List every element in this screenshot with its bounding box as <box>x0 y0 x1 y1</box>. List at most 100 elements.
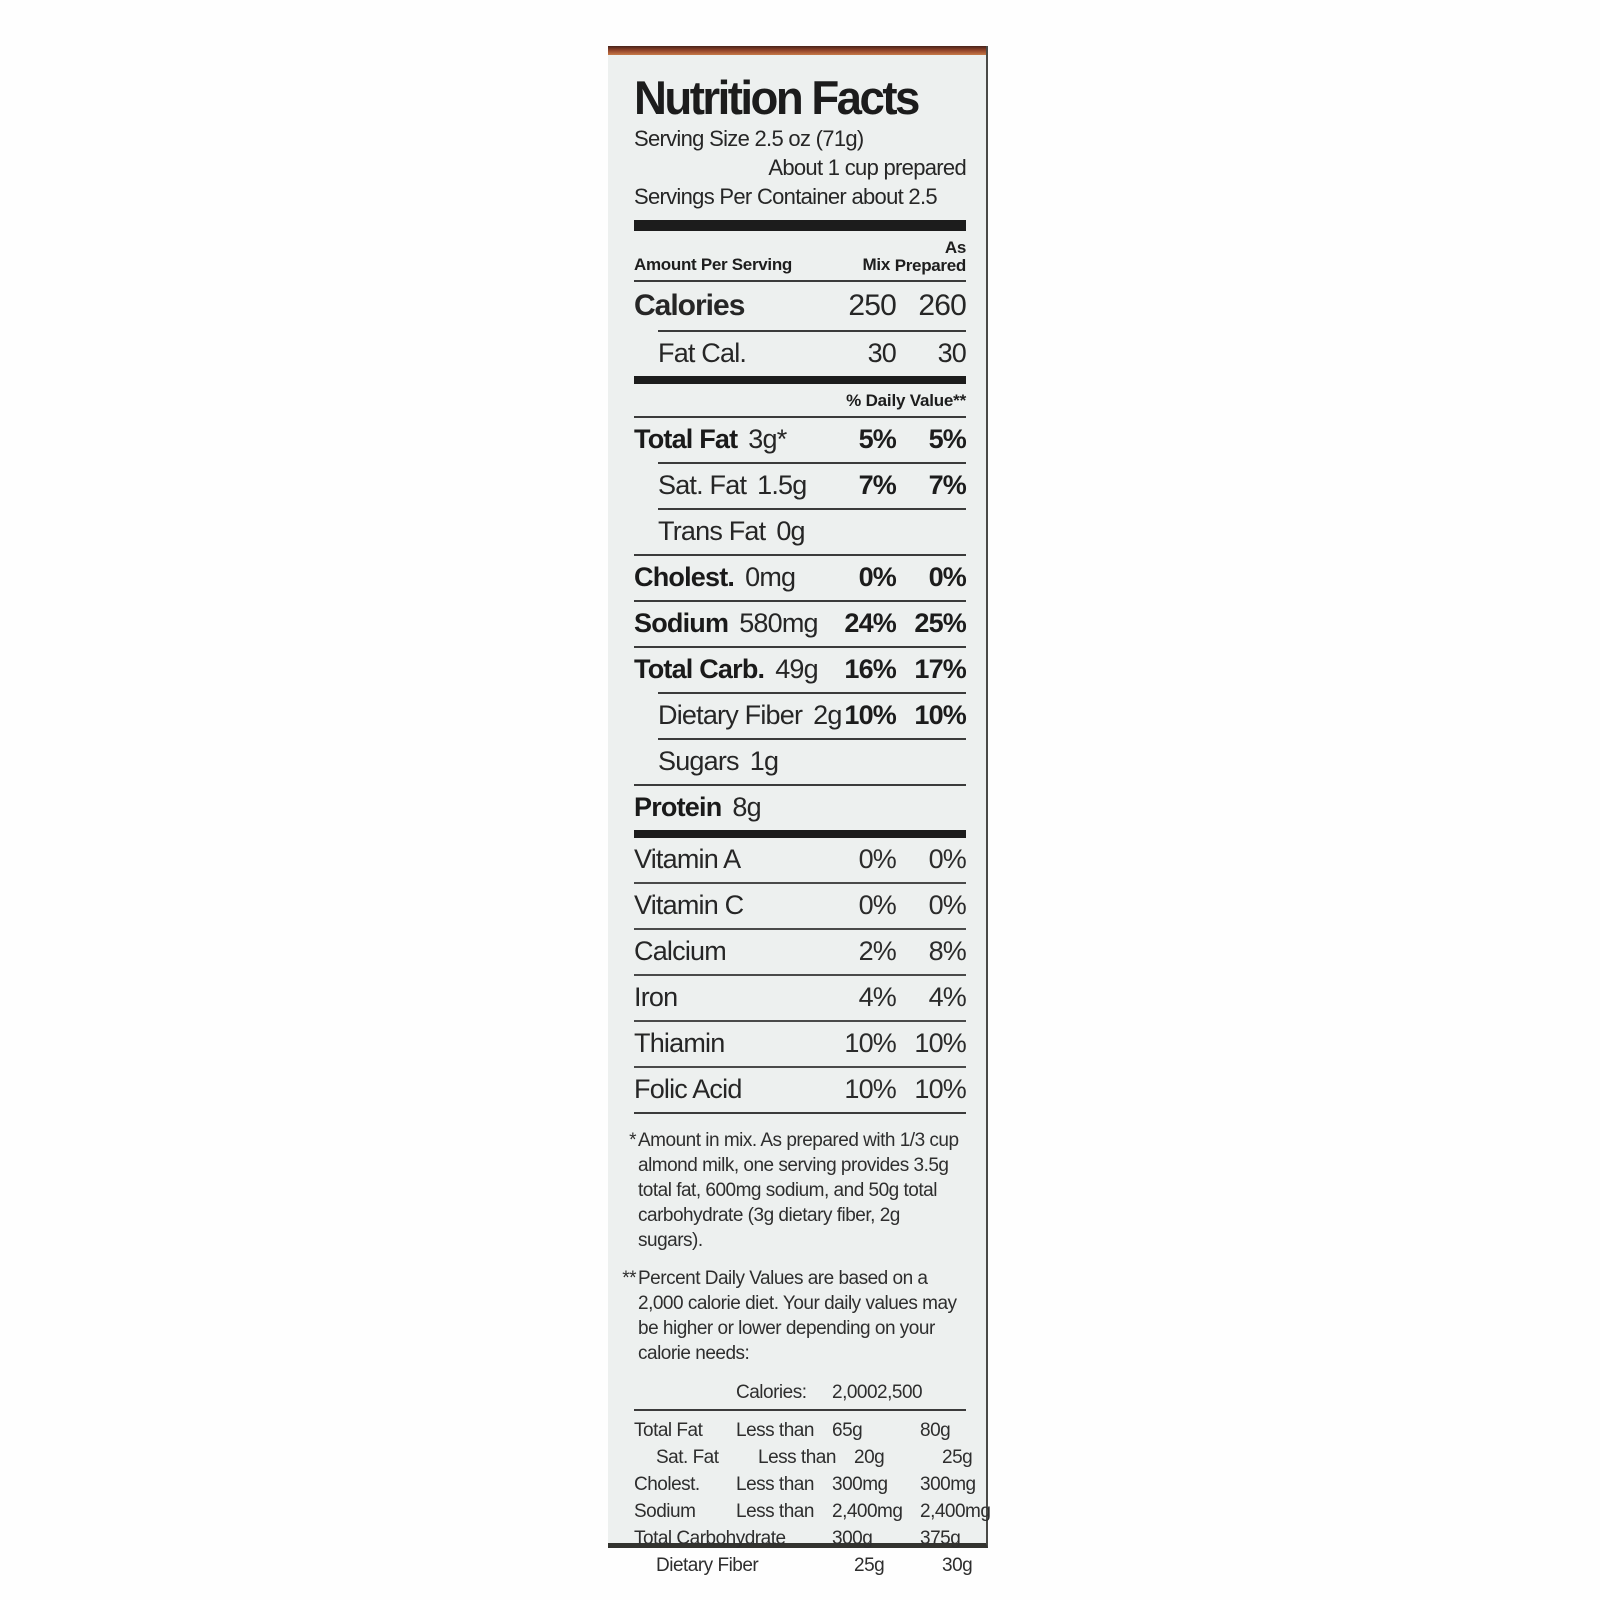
rule <box>658 329 966 332</box>
dv-2000-value: 25g <box>854 1554 885 1576</box>
dv-2000-value: 2,400mg <box>832 1500 903 1522</box>
rule <box>634 415 966 418</box>
nutrient-prepared-pct: 17% <box>914 653 966 684</box>
vitamin-label: Iron <box>634 981 678 1012</box>
dv-row-dietary-fiber: Dietary Fiber 25g 30g <box>634 1552 973 1579</box>
nutrient-label: Sat. Fat 1.5g <box>634 470 838 501</box>
dv-2500-value: 375g <box>920 1527 961 1549</box>
col-as-prepared: As Prepared <box>894 237 967 275</box>
separator-bar <box>634 375 966 384</box>
nutrient-amount: 3g* <box>748 423 787 454</box>
nutrition-facts-panel: Nutrition Facts Serving Size 2.5 oz (71g… <box>608 46 991 1576</box>
nutrient-name: Total Fat <box>634 423 738 454</box>
nutrient-amount: 49g <box>775 653 818 684</box>
rule <box>634 1065 966 1068</box>
dv-qualifier: Less than <box>736 1419 814 1441</box>
vitamin-row-calcium: Calcium 2% 8% <box>634 930 967 974</box>
asterisk-marker: * <box>629 1129 636 1151</box>
dv-row-sodium: Sodium Less than 2,400mg 2,400mg <box>634 1498 991 1525</box>
dv-qualifier: Less than <box>758 1446 836 1468</box>
vitamin-mix-pct: 2% <box>858 935 897 966</box>
vitamin-mix-pct: 10% <box>844 1073 896 1104</box>
nutrient-name: Total Carb. <box>634 653 765 684</box>
nutrient-row-sodium: Sodium 580mg 24% 25% <box>634 602 967 646</box>
servings-per-container: Servings Per Container about 2.5 <box>634 183 938 209</box>
daily-value-header: % Daily Value** <box>846 390 966 410</box>
dv-label: Total Carbohydrate <box>634 1527 786 1549</box>
package-edge-stripe <box>608 46 986 55</box>
dv-qualifier <box>736 1525 832 1552</box>
calories-row: Calories 250 260 <box>634 282 967 330</box>
rule <box>634 973 966 976</box>
nutrient-amount: 580mg <box>739 607 818 638</box>
serving-prepared: About 1 cup prepared <box>768 154 966 180</box>
rule <box>634 553 966 556</box>
rule <box>634 645 966 648</box>
footnote-text: Amount in mix. As prepared with 1/3 cup … <box>638 1129 959 1251</box>
dv-qualifier <box>758 1552 854 1579</box>
rule <box>634 927 966 930</box>
nutrient-mix-pct: 16% <box>844 653 896 684</box>
nutrient-label: Total Carb. 49g <box>634 654 838 685</box>
rule <box>634 1408 966 1411</box>
nutrient-name: Sugars <box>658 745 740 776</box>
nutrient-row-sugars: Sugars 1g <box>634 740 966 784</box>
nutrient-row-total-carb: Total Carb. 49g 16% 17% <box>634 648 967 692</box>
dv-calories-label: Calories: <box>736 1381 807 1403</box>
dv-2000-value: 65g <box>832 1419 863 1441</box>
vitamin-label: Vitamin A <box>634 843 741 874</box>
nutrient-prepared-pct: 10% <box>914 699 966 730</box>
vitamin-prepared-pct: 8% <box>928 935 967 966</box>
rule <box>658 691 966 694</box>
nutrient-row-dietary-fiber: Dietary Fiber 2g 10% 10% <box>634 694 967 738</box>
nutrient-prepared-pct: 0% <box>928 561 967 592</box>
rule <box>634 279 966 282</box>
daily-values-table: Calories: 2,000 2,500 Total Fat Less tha… <box>634 1379 991 1579</box>
vitamin-prepared-pct: 10% <box>914 1073 966 1104</box>
dv-2500-header: 2,500 <box>877 1381 923 1403</box>
dv-2000-value: 300g <box>832 1527 873 1549</box>
nutrient-mix-pct: 0% <box>858 561 897 592</box>
vitamin-label: Thiamin <box>634 1027 725 1058</box>
vitamin-row-iron: Iron 4% 4% <box>634 976 967 1020</box>
vitamin-mix-pct: 4% <box>858 981 897 1012</box>
nutrient-mix-pct: 10% <box>844 699 896 730</box>
nutrient-amount: 0mg <box>745 561 796 592</box>
dv-qualifier: Less than <box>736 1473 814 1495</box>
dv-label: Dietary Fiber <box>656 1554 759 1576</box>
serving-size: Serving Size 2.5 oz (71g) <box>634 125 864 151</box>
column-header-row: Amount Per Serving Mix As Prepared <box>634 231 966 280</box>
rule <box>634 599 966 602</box>
dv-2000-header: 2,000 <box>832 1381 878 1403</box>
dv-label: Sat. Fat <box>656 1446 719 1468</box>
fat-calories-mix: 30 <box>867 337 897 368</box>
dv-2000-value: 300mg <box>832 1473 888 1495</box>
calories-prepared: 260 <box>918 288 966 322</box>
vitamin-prepared-pct: 10% <box>914 1027 966 1058</box>
vitamin-prepared-pct: 0% <box>928 889 967 920</box>
vitamin-row-thiamin: Thiamin 10% 10% <box>634 1022 967 1066</box>
dv-2500-value: 30g <box>942 1554 973 1576</box>
dv-spacer <box>634 1379 736 1406</box>
footnote-daily-values: ** Percent Daily Values are based on a 2… <box>622 1266 966 1366</box>
nutrient-row-total-fat: Total Fat 3g* 5% 5% <box>634 418 967 462</box>
vitamin-row-vitamin-a: Vitamin A 0% 0% <box>634 838 967 882</box>
nutrient-label: Sodium 580mg <box>634 608 838 639</box>
vitamin-mix-pct: 0% <box>858 843 897 874</box>
vitamin-mix-pct: 10% <box>844 1027 896 1058</box>
vitamin-row-folic-acid: Folic Acid 10% 10% <box>634 1068 967 1112</box>
dv-label: Cholest. <box>634 1473 700 1495</box>
rule <box>634 1111 966 1114</box>
dv-qualifier: Less than <box>736 1500 814 1522</box>
nutrient-row-trans-fat: Trans Fat 0g <box>634 510 966 554</box>
nutrient-label: Total Fat 3g* <box>634 424 838 455</box>
dv-row-sat-fat: Sat. Fat Less than 20g 25g <box>634 1444 973 1471</box>
rule <box>658 737 966 740</box>
vitamin-prepared-pct: 0% <box>928 843 967 874</box>
dv-2500-value: 80g <box>920 1419 951 1441</box>
nutrient-name: Sodium <box>634 607 729 638</box>
dv-table-header: Calories: 2,000 2,500 <box>634 1379 966 1406</box>
rule <box>658 461 966 464</box>
footnotes: * Amount in mix. As prepared with 1/3 cu… <box>622 1128 966 1366</box>
